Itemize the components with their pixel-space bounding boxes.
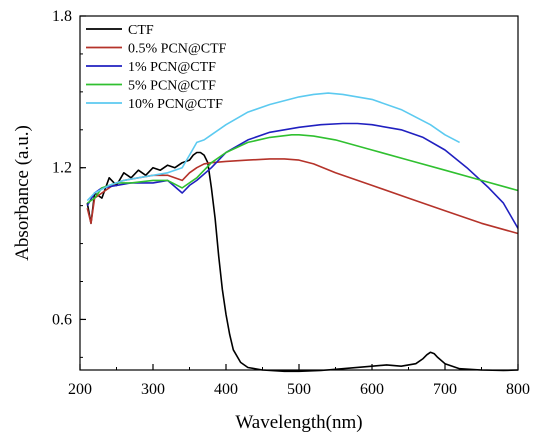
x-tick-label: 200 — [68, 381, 92, 398]
x-tick-label: 500 — [287, 381, 311, 398]
x-tick-label: 300 — [141, 381, 165, 398]
x-tick-label: 700 — [433, 381, 457, 398]
series-line-3 — [86, 134, 519, 204]
y-tick-label: 1.2 — [52, 160, 72, 177]
y-tick-label: 0.6 — [52, 311, 72, 328]
series-line-4 — [86, 92, 460, 202]
x-axis-title: Wavelength(nm) — [235, 412, 362, 433]
series-line-1 — [86, 158, 519, 235]
y-tick-label: 1.8 — [52, 8, 72, 25]
x-tick-label: 400 — [214, 381, 238, 398]
x-tick-label: 800 — [506, 381, 530, 398]
series-line-0 — [86, 151, 519, 373]
legend-label-3: 5% PCN@CTF — [128, 79, 216, 94]
y-axis-title: Absorbance (a.u.) — [12, 125, 33, 261]
legend-label-4: 10% PCN@CTF — [128, 97, 223, 112]
legend-label-0: CTF — [128, 23, 154, 38]
x-tick-label: 600 — [360, 381, 384, 398]
legend-label-2: 1% PCN@CTF — [128, 60, 216, 75]
legend-label-1: 0.5% PCN@CTF — [128, 42, 227, 57]
